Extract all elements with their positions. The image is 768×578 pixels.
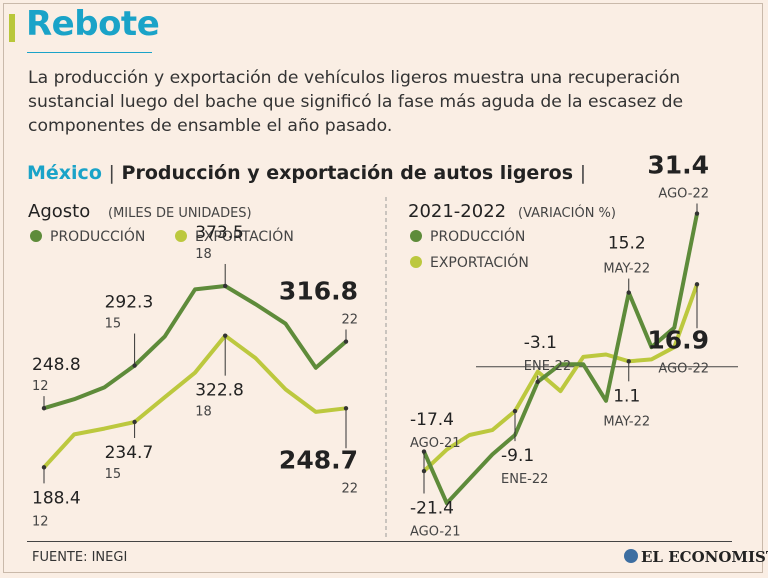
right-annotation-marker-2: [535, 379, 540, 385]
left-annotation-value-5: 234.7: [105, 443, 154, 463]
right-annotation-marker-7: [694, 282, 700, 287]
right-annotation-marker-6: [694, 211, 700, 216]
left-annotation-period-5: 15: [105, 467, 122, 482]
right-annotation-marker-5: [626, 359, 631, 364]
right-legend-exportacion-label: EXPORTACIÓN: [430, 253, 529, 271]
right-annotation-marker-3: [512, 408, 518, 414]
left-annotation-marker-1: [132, 363, 137, 368]
right-legend-produccion-label: PRODUCCIÓN: [430, 227, 525, 245]
left-annotation-value-2: 373.5: [195, 223, 244, 243]
left-annotation-period-4: 12: [32, 514, 49, 529]
left-annotation-value-0: 248.8: [32, 355, 81, 375]
subtitle-text: Producción y exportación de autos ligero…: [121, 162, 574, 184]
right-annotation-period-6: AGO-22: [658, 187, 709, 202]
description-text: La producción y exportación de vehículos…: [28, 68, 684, 136]
right-annotation-period-5: MAY-22: [603, 414, 650, 429]
left-annotation-marker-4: [41, 465, 47, 470]
right-annotation-period-2: ENE-22: [524, 359, 571, 374]
right-annotation-marker-1: [421, 449, 427, 454]
right-annotation-value-2: -3.1: [524, 333, 557, 353]
left-annotation-value-4: 188.4: [32, 488, 81, 508]
brand-mark-icon: [624, 549, 638, 563]
left-annotation-marker-3: [343, 339, 349, 344]
brand-logo: EL ECONOMISTA: [624, 548, 768, 566]
right-annotation-period-4: MAY-22: [603, 262, 650, 277]
left-legend-exportacion-label: EXPORTACIÓN: [195, 227, 294, 245]
right-annotation-value-5: 1.1: [613, 386, 640, 406]
title-underline: [27, 52, 152, 53]
source-note: FUENTE: INEGI: [32, 550, 128, 565]
left-annotation-period-7: 22: [341, 481, 358, 496]
left-series-line-exportacion: [42, 333, 348, 470]
page-title: Rebote: [26, 4, 160, 44]
right-series-line-produccion: [422, 211, 699, 506]
left-annotation-value-6: 322.8: [195, 381, 244, 401]
footer-rule: [27, 541, 732, 542]
chart-subtitle: México | Producción y exportación de aut…: [27, 162, 586, 184]
right-annotation-value-3: -9.1: [501, 446, 534, 466]
left-legend-exportacion-dot: [175, 230, 187, 242]
left-annotation-value-7: 248.7: [279, 445, 358, 474]
right-series-line-exportacion: [422, 282, 699, 474]
brand-name: EL ECONOMISTA: [641, 548, 768, 566]
right-annotation-value-7: 16.9: [647, 325, 709, 354]
left-chart-unit: (MILES DE UNIDADES): [108, 206, 252, 221]
left-annotation-value-1: 292.3: [105, 293, 154, 313]
right-legend-produccion-dot: [410, 230, 422, 242]
left-annotation-period-6: 18: [195, 405, 212, 420]
left-annotation-period-1: 15: [105, 317, 122, 332]
left-chart-title: Agosto: [28, 201, 90, 222]
left-annotation-marker-6: [223, 333, 228, 338]
left-annotation-period-0: 12: [32, 379, 49, 394]
right-legend-exportacion-dot: [410, 256, 422, 268]
right-chart-unit: (VARIACIÓN %): [518, 205, 616, 221]
right-annotation-value-6: 31.4: [647, 151, 709, 180]
left-annotation-period-2: 18: [195, 247, 212, 262]
left-annotation-marker-5: [132, 419, 137, 425]
left-annotation-period-3: 22: [341, 313, 358, 328]
left-chart-plot: 248.8 12 292.3 15 373.5 18 316.8 22 188.4 12 234.7…: [32, 223, 358, 529]
left-series-line-produccion: [42, 284, 348, 411]
left-annotation-marker-7: [343, 406, 349, 411]
left-annotation-marker-2: [223, 283, 228, 289]
right-annotation-period-3: ENE-22: [501, 472, 548, 487]
right-chart-plot: -17.4 AGO-21 -21.4 AGO-21 -3.1 ENE-22 -9.1 ENE-…: [410, 151, 738, 540]
subtitle-separator: |: [108, 162, 115, 184]
left-annotation-value-3: 316.8: [279, 277, 358, 306]
right-annotation-value-0: -17.4: [410, 410, 454, 430]
left-annotation-marker-0: [41, 405, 47, 411]
right-annotation-period-7: AGO-22: [658, 361, 709, 376]
right-annotation-value-1: -21.4: [410, 499, 454, 519]
title-accent-bar: [9, 14, 15, 42]
subtitle-country: México: [27, 162, 102, 184]
right-annotation-period-0: AGO-21: [410, 436, 461, 451]
subtitle-separator-end: |: [579, 162, 587, 184]
right-annotation-marker-4: [626, 290, 631, 295]
right-annotation-value-4: 15.2: [608, 234, 646, 254]
right-chart-title: 2021-2022: [408, 201, 506, 222]
right-annotation-period-1: AGO-21: [410, 525, 461, 540]
left-legend-produccion-label: PRODUCCIÓN: [50, 227, 145, 245]
infographic-frame: [3, 3, 763, 573]
left-legend-produccion-dot: [30, 230, 42, 242]
